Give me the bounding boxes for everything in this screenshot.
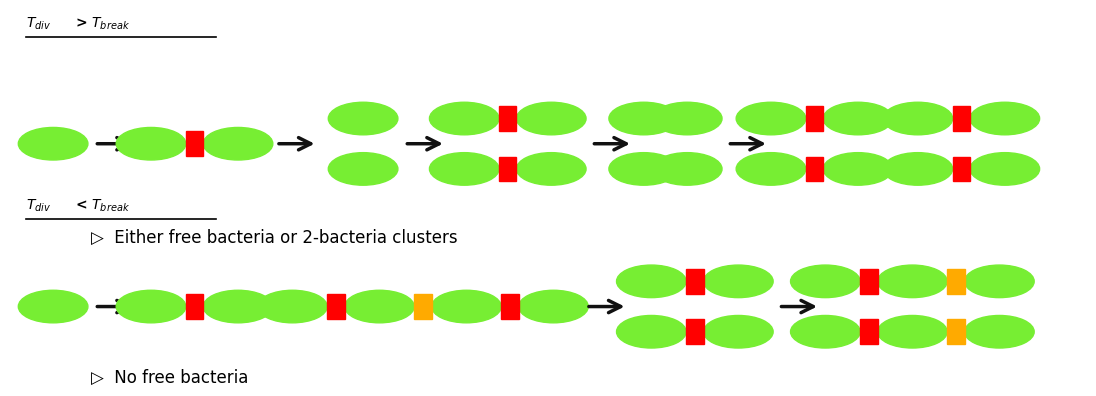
Ellipse shape (19, 128, 88, 160)
Ellipse shape (878, 265, 947, 298)
Ellipse shape (964, 265, 1035, 298)
Ellipse shape (430, 152, 499, 185)
Ellipse shape (964, 316, 1035, 348)
Ellipse shape (883, 152, 952, 185)
Bar (947, 269, 964, 294)
Ellipse shape (823, 152, 893, 185)
Bar (952, 106, 970, 131)
Ellipse shape (609, 102, 678, 135)
Ellipse shape (737, 152, 806, 185)
Bar (499, 156, 516, 181)
Bar (806, 156, 823, 181)
Ellipse shape (329, 102, 398, 135)
Text: < $T_{break}$: < $T_{break}$ (75, 198, 129, 214)
Ellipse shape (430, 102, 499, 135)
Ellipse shape (329, 152, 398, 185)
Bar (328, 294, 344, 319)
Ellipse shape (516, 102, 586, 135)
Ellipse shape (609, 152, 678, 185)
Bar (686, 269, 704, 294)
Ellipse shape (258, 290, 328, 323)
Ellipse shape (19, 290, 88, 323)
Ellipse shape (116, 290, 186, 323)
Ellipse shape (883, 102, 952, 135)
Ellipse shape (516, 152, 586, 185)
Ellipse shape (790, 316, 860, 348)
Text: > $T_{break}$: > $T_{break}$ (75, 16, 129, 32)
Bar (501, 294, 518, 319)
Bar (947, 319, 964, 344)
Bar (860, 269, 878, 294)
Bar (499, 106, 516, 131)
Ellipse shape (518, 290, 589, 323)
Ellipse shape (704, 316, 773, 348)
Ellipse shape (970, 102, 1040, 135)
Ellipse shape (704, 265, 773, 298)
Bar (414, 294, 432, 319)
Ellipse shape (823, 102, 893, 135)
Bar (686, 319, 704, 344)
Bar (860, 319, 878, 344)
Ellipse shape (737, 102, 806, 135)
Text: ▷  No free bacteria: ▷ No free bacteria (91, 369, 249, 386)
Ellipse shape (878, 316, 947, 348)
Ellipse shape (790, 265, 860, 298)
Bar (186, 131, 203, 156)
Ellipse shape (617, 316, 686, 348)
Ellipse shape (344, 290, 414, 323)
Bar (952, 156, 970, 181)
Ellipse shape (970, 152, 1040, 185)
Ellipse shape (432, 290, 501, 323)
Text: $T_{div}$: $T_{div}$ (26, 16, 52, 32)
Ellipse shape (203, 128, 273, 160)
Ellipse shape (203, 290, 273, 323)
Ellipse shape (617, 265, 686, 298)
Ellipse shape (652, 102, 722, 135)
Bar (186, 294, 203, 319)
Text: $T_{div}$: $T_{div}$ (26, 198, 52, 214)
Text: ▷  Either free bacteria or 2-bacteria clusters: ▷ Either free bacteria or 2-bacteria clu… (91, 229, 458, 247)
Ellipse shape (116, 128, 186, 160)
Bar (806, 106, 823, 131)
Ellipse shape (652, 152, 722, 185)
